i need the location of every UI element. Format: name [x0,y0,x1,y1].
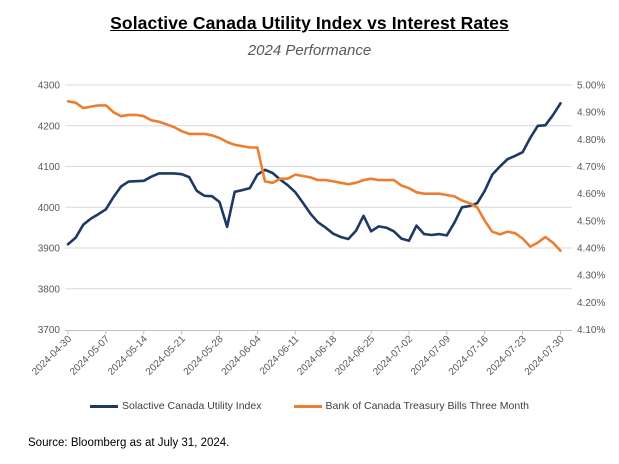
chart-subtitle: 2024 Performance [247,42,372,59]
chart-title: Solactive Canada Utility Index vs Intere… [110,13,509,33]
left-axis-tick-label: 3700 [38,325,61,336]
left-axis-tick-label: 3900 [38,244,61,255]
left-axis-tick-label: 3800 [38,284,61,295]
right-axis-tick-label: 4.50% [577,216,605,227]
x-axis-tick-label: 2024-07-23 [485,334,529,378]
right-axis-tick-label: 4.70% [577,162,605,173]
x-axis-tick-label: 2024-07-30 [523,334,567,378]
x-axis-tick-label: 2024-04-30 [30,334,74,378]
legend: Solactive Canada Utility Index Bank of C… [0,400,619,412]
left-axis-tick-label: 4100 [38,162,61,173]
right-axis-tick-label: 4.80% [577,135,605,146]
right-axis-tick-label: 4.40% [577,244,605,255]
x-axis-tick-label: 2024-06-04 [220,334,264,378]
right-axis-tick-label: 4.30% [577,271,605,282]
left-axis-tick-label: 4300 [38,81,61,92]
right-axis-tick-label: 4.20% [577,298,605,309]
right-axis-tick-label: 4.90% [577,108,605,119]
x-axis-tick-label: 2024-05-07 [68,334,112,378]
right-axis-tick-label: 4.10% [577,325,605,336]
legend-label-rates: Bank of Canada Treasury Bills Three Mont… [325,400,530,412]
legend-item-index: Solactive Canada Utility Index [90,400,262,412]
legend-item-rates: Bank of Canada Treasury Bills Three Mont… [293,400,530,412]
x-axis-tick-label: 2024-05-14 [106,334,150,378]
x-axis-tick-label: 2024-05-28 [182,334,226,378]
x-axis-tick-label: 2024-07-09 [409,334,453,378]
left-axis-tick-label: 4200 [38,121,61,132]
source-note: Source: Bloomberg as at July 31, 2024. [28,437,230,449]
rates-line-series [66,100,562,252]
rates-line-swatch [293,404,322,408]
index-line-series [66,102,562,246]
x-axis-tick-label: 2024-07-16 [447,334,491,378]
index-line-swatch [90,404,118,408]
legend-label-index: Solactive Canada Utility Index [122,400,262,412]
right-axis-tick-label: 5.00% [577,81,605,92]
left-axis-tick-label: 4000 [38,203,61,214]
x-axis-tick-label: 2024-06-18 [295,334,339,378]
right-axis-tick-label: 4.60% [577,189,605,200]
x-axis-tick-label: 2024-06-25 [333,334,377,378]
